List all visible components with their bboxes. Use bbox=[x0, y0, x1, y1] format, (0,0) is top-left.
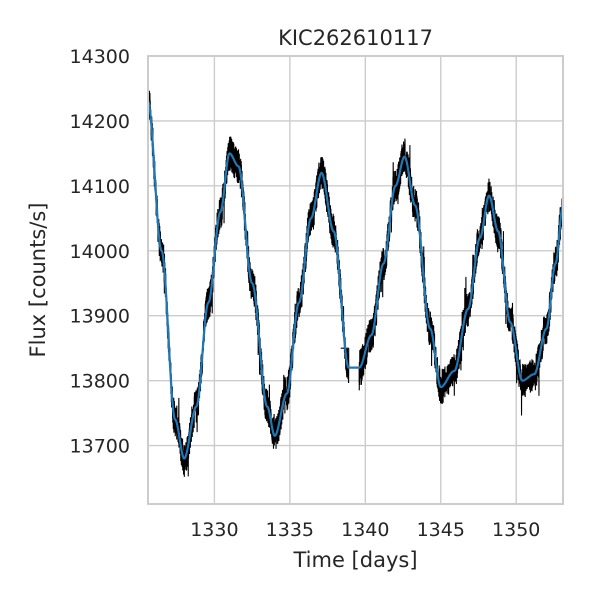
y-tick-label: 13800 bbox=[70, 371, 130, 393]
smoothed-flux-line bbox=[147, 100, 564, 460]
x-tick-label: 1350 bbox=[492, 519, 540, 541]
raw-flux-segment-2 bbox=[358, 138, 564, 416]
gap-edge bbox=[340, 347, 360, 391]
x-tick-label: 1330 bbox=[190, 519, 238, 541]
x-tick-label: 1340 bbox=[341, 519, 389, 541]
y-tick-label: 14000 bbox=[70, 241, 130, 263]
x-tick-label: 1345 bbox=[417, 519, 465, 541]
x-tick-labels: 1330 1335 1340 1345 1350 bbox=[190, 519, 540, 541]
raw-flux-series bbox=[147, 90, 564, 477]
y-tick-labels: 13700 13800 13900 14000 14100 14200 14300 bbox=[70, 46, 130, 458]
y-tick-label: 14200 bbox=[70, 111, 130, 133]
y-tick-label: 14300 bbox=[70, 46, 130, 68]
smoothed-flux-series bbox=[147, 100, 564, 460]
chart-title: KIC262610117 bbox=[278, 26, 433, 50]
raw-flux-segment-1 bbox=[147, 90, 350, 477]
y-axis-title: Flux [counts/s] bbox=[26, 203, 50, 358]
x-tick-label: 1335 bbox=[266, 519, 314, 541]
y-tick-label: 14100 bbox=[70, 176, 130, 198]
plot-frame bbox=[147, 55, 564, 505]
y-tick-label: 13900 bbox=[70, 306, 130, 328]
x-axis-title: Time [days] bbox=[292, 548, 417, 572]
y-tick-label: 13700 bbox=[70, 436, 130, 458]
